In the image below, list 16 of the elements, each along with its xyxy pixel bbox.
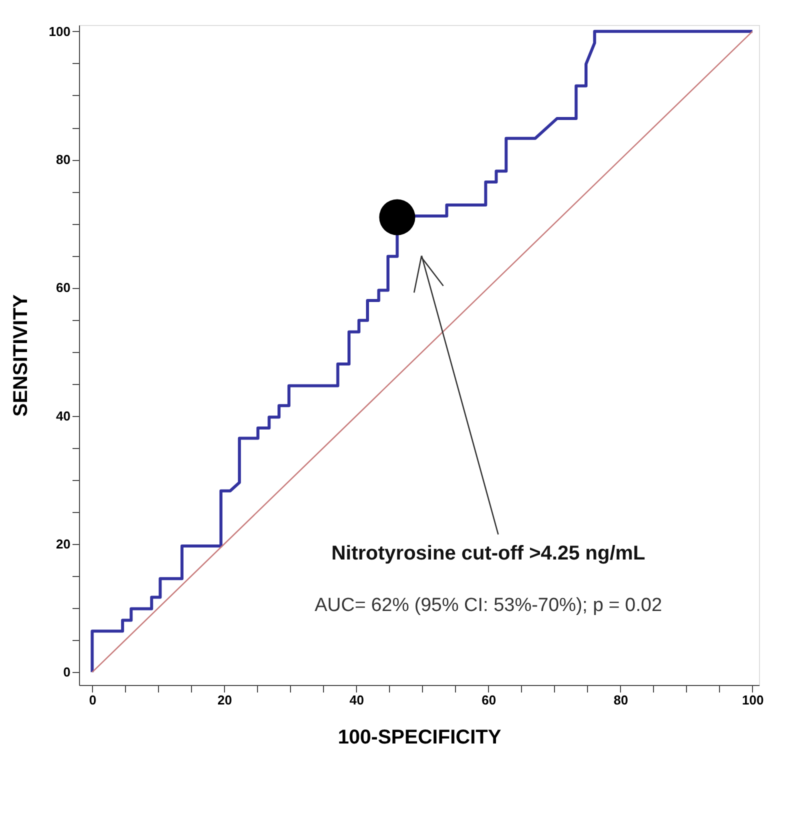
annotation: AUC= 62% (95% CI: 53%-70%); p = 0.02 xyxy=(314,594,662,616)
x-tick-label: 100 xyxy=(742,692,764,708)
y-tick-label: 60 xyxy=(56,280,70,296)
x-tick-label: 60 xyxy=(482,692,496,708)
y-tick-label: 100 xyxy=(48,24,70,39)
x-axis-title: 100-SPECIFICITY xyxy=(338,726,502,748)
x-tick-label: 20 xyxy=(218,692,232,708)
y-tick-label: 40 xyxy=(56,408,70,424)
x-tick-label: 80 xyxy=(614,692,628,708)
y-axis-title: SENSITIVITY xyxy=(10,294,32,417)
x-tick-label: 40 xyxy=(350,692,364,708)
y-tick-label: 20 xyxy=(56,536,70,552)
y-tick-label: 0 xyxy=(63,664,70,680)
y-tick-label: 80 xyxy=(56,152,70,168)
x-tick-label: 0 xyxy=(89,692,96,708)
annotation: Nitrotyrosine cut-off >4.25 ng/mL xyxy=(331,542,646,565)
